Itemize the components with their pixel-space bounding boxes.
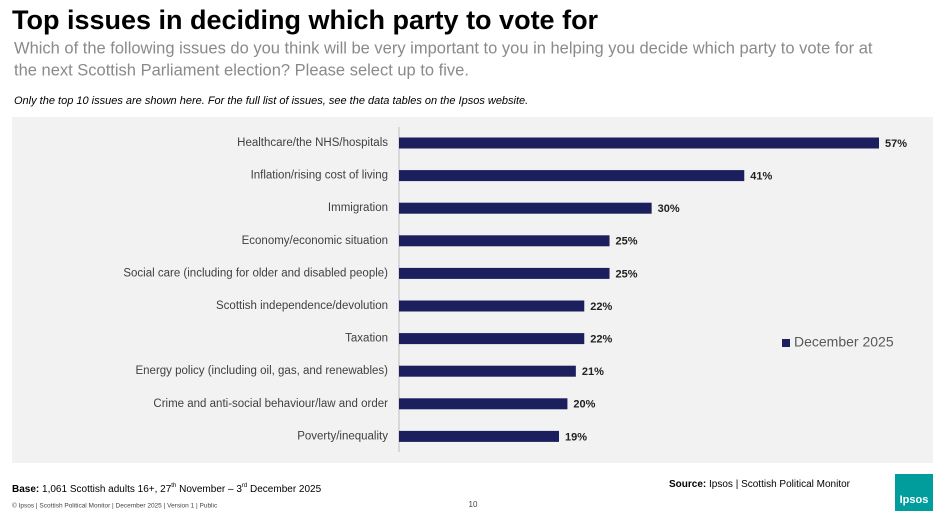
category-label: Social care (including for older and dis… [123,267,388,279]
category-label: Economy/economic situation [242,235,388,247]
value-label: 19% [565,431,587,443]
subtitle: Which of the following issues do you thi… [14,39,873,57]
subtitle: the next Scottish Parliament election? P… [14,61,469,79]
value-label: 41% [750,171,772,183]
legend-label: December 2025 [794,334,894,350]
base-note: Base: 1,061 Scottish adults 16+, 27th No… [12,483,322,495]
value-label: 21% [582,366,604,378]
bar [399,365,576,377]
logo [895,474,933,511]
category-label: Taxation [345,333,388,345]
category-label: Immigration [328,202,388,214]
value-label: 20% [573,399,595,411]
footer: © Ipsos | Scottish Political Monitor | D… [12,502,218,510]
category-label: Scottish independence/devolution [216,300,388,312]
note: Only the top 10 issues are shown here. F… [14,95,528,107]
value-label: 25% [616,268,638,280]
bar [399,398,568,410]
bar [399,235,610,247]
plot-background [12,117,933,463]
value-label: 22% [590,334,612,346]
title: Top issues in deciding which party to vo… [12,5,599,35]
category-label: Crime and anti-social behaviour/law and … [153,398,388,410]
value-label: 25% [616,236,638,248]
value-label: 30% [658,203,680,215]
category-label: Poverty/inequality [297,430,388,442]
legend-swatch [782,339,790,347]
logo-text: Ipsos [900,494,929,506]
category-label: Energy policy (including oil, gas, and r… [135,365,388,377]
value-label: 22% [590,301,612,313]
bar [399,300,585,312]
bar [399,333,585,345]
bar [399,202,652,214]
category-label: Inflation/rising cost of living [251,170,388,182]
bar [399,137,879,149]
source: Source: Ipsos | Scottish Political Monit… [669,479,851,490]
bar [399,170,745,182]
value-label: 57% [885,138,907,150]
bar [399,430,559,442]
bar [399,267,610,279]
category-label: Healthcare/the NHS/hospitals [237,137,388,149]
page-number: 10 [469,500,478,509]
